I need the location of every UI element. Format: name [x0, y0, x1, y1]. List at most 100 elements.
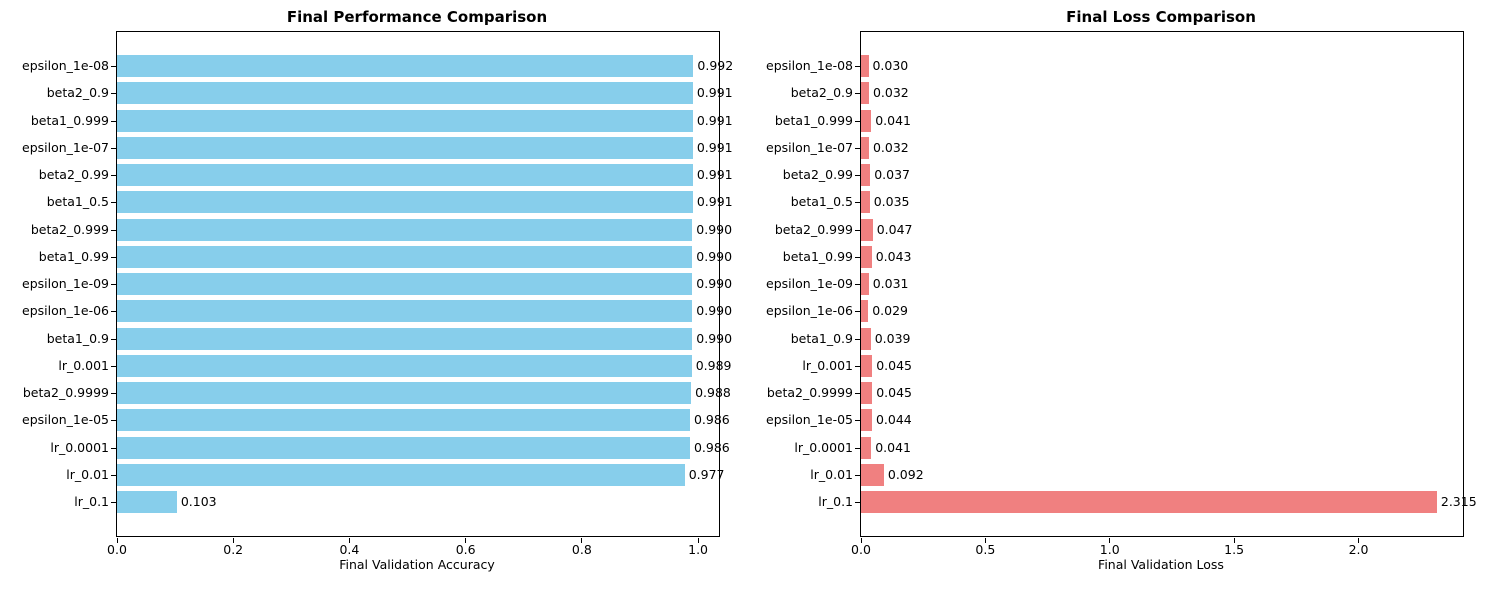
x-tick-mark	[232, 538, 234, 543]
x-tick-mark	[1233, 538, 1235, 543]
y-tick-mark	[111, 229, 116, 231]
y-tick-mark	[111, 175, 116, 176]
y-tick-label: beta2_0.9999	[766, 385, 853, 400]
accuracy-chart-panel: Final Performance Comparison 0.992 epsilo…	[22, 8, 733, 572]
loss-chart-panel: Final Loss Comparison 0.030 epsilon_1e-08…	[744, 0, 1486, 590]
bar-value-label: 0.032	[872, 85, 909, 101]
bar	[861, 327, 871, 350]
bar	[117, 327, 693, 350]
y-tick-label: epsilon_1e-09	[22, 276, 109, 291]
y-tick-mark	[855, 447, 860, 449]
bar-value-label: 0.044	[875, 412, 912, 428]
x-tick-label: 1.0	[1099, 542, 1120, 557]
bar-value-label: 0.991	[696, 112, 733, 128]
y-tick-label: beta1_0.999	[774, 112, 853, 128]
y-tick-label: epsilon_1e-05	[766, 412, 853, 428]
bar	[861, 218, 873, 241]
bar-value-label: 0.988	[695, 385, 731, 400]
y-tick-label: epsilon_1e-08	[766, 58, 853, 73]
y-tick-mark	[855, 365, 860, 367]
y-tick-mark	[111, 284, 116, 285]
accuracy-plot-area: 0.992 epsilon_1e-08 0.991 beta2_0.9 0.991 bet…	[22, 31, 733, 557]
x-tick-mark	[116, 538, 118, 543]
bar	[117, 82, 693, 105]
bar	[117, 245, 693, 268]
bar	[861, 491, 1437, 513]
bar-value-label: 0.045	[876, 357, 912, 373]
bar-value-label: 0.991	[696, 139, 733, 155]
bar-value-label: 0.041	[875, 112, 911, 128]
bar-value-label: 2.315	[1440, 494, 1477, 509]
y-tick-label: lr_0.01	[810, 466, 853, 482]
bar-value-label: 0.032	[872, 139, 909, 155]
y-tick-mark	[855, 202, 860, 204]
y-tick-mark	[111, 256, 116, 258]
x-tick-mark	[465, 538, 467, 543]
bar-value-label: 0.990	[696, 303, 733, 319]
y-tick-mark	[855, 420, 860, 422]
bar	[861, 164, 871, 186]
loss-plot-area: 0.030 epsilon_1e-08 0.032 beta2_0.9 0.041 bet…	[766, 31, 1477, 557]
loss-chart-title: Final Loss Comparison	[1066, 8, 1256, 26]
y-tick-mark	[111, 365, 116, 367]
bar	[117, 218, 693, 241]
y-tick-label: epsilon_1e-09	[766, 276, 853, 291]
y-tick-mark	[855, 175, 860, 176]
y-tick-label: lr_0.1	[74, 494, 109, 509]
y-tick-label: beta2_0.9999	[22, 385, 109, 400]
y-tick-mark	[111, 120, 116, 122]
y-tick-mark	[855, 120, 860, 122]
bar-value-label: 0.039	[874, 330, 911, 346]
bar	[861, 463, 884, 486]
y-tick-label: beta2_0.9	[46, 85, 109, 101]
bar	[117, 136, 693, 159]
bar	[861, 300, 869, 323]
bar	[117, 55, 694, 77]
y-tick-mark	[855, 256, 860, 258]
bar	[117, 191, 693, 214]
bar	[117, 109, 693, 132]
y-tick-mark	[855, 93, 860, 95]
x-tick-label: 1.0	[688, 542, 709, 557]
y-tick-mark	[111, 93, 116, 95]
y-tick-label: beta2_0.99	[782, 167, 853, 182]
x-tick-label: 0.0	[851, 542, 871, 557]
x-tick-mark	[984, 538, 986, 543]
y-tick-label: beta1_0.5	[46, 194, 109, 210]
bar	[117, 164, 693, 186]
x-tick-label: 1.5	[1224, 542, 1245, 557]
y-tick-label: beta2_0.9	[790, 85, 853, 101]
y-tick-mark	[111, 147, 116, 149]
y-tick-mark	[855, 147, 860, 149]
bar-value-label: 0.991	[696, 167, 733, 182]
y-tick-label: beta1_0.9	[46, 330, 109, 346]
bar-value-label: 0.977	[688, 466, 725, 482]
bar	[861, 55, 869, 77]
y-tick-label: lr_0.1	[818, 494, 853, 509]
x-tick-mark	[860, 538, 862, 543]
bar	[117, 300, 693, 323]
bar	[861, 436, 872, 459]
bar-value-label: 0.037	[874, 167, 910, 182]
x-tick-mark	[581, 538, 583, 543]
y-tick-label: lr_0.001	[802, 357, 853, 373]
x-tick-mark	[1109, 538, 1111, 543]
x-tick-mark	[348, 538, 350, 543]
bar	[117, 382, 692, 404]
bar-value-label: 0.986	[693, 439, 730, 455]
bar	[861, 354, 873, 377]
bar-value-label: 0.992	[697, 58, 734, 73]
y-tick-label: lr_0.01	[66, 466, 109, 482]
bar	[117, 436, 690, 459]
y-tick-label: beta1_0.99	[782, 248, 853, 264]
loss-x-axis-label: Final Validation Loss	[1098, 557, 1224, 572]
bar-value-label: 0.092	[887, 466, 924, 482]
bar	[861, 382, 873, 404]
x-tick-label: 0.0	[107, 542, 127, 557]
bar-value-label: 0.031	[872, 276, 909, 291]
y-tick-mark	[855, 284, 860, 285]
y-tick-label: beta1_0.9	[790, 330, 853, 346]
bar	[117, 463, 685, 486]
y-tick-mark	[855, 66, 860, 67]
